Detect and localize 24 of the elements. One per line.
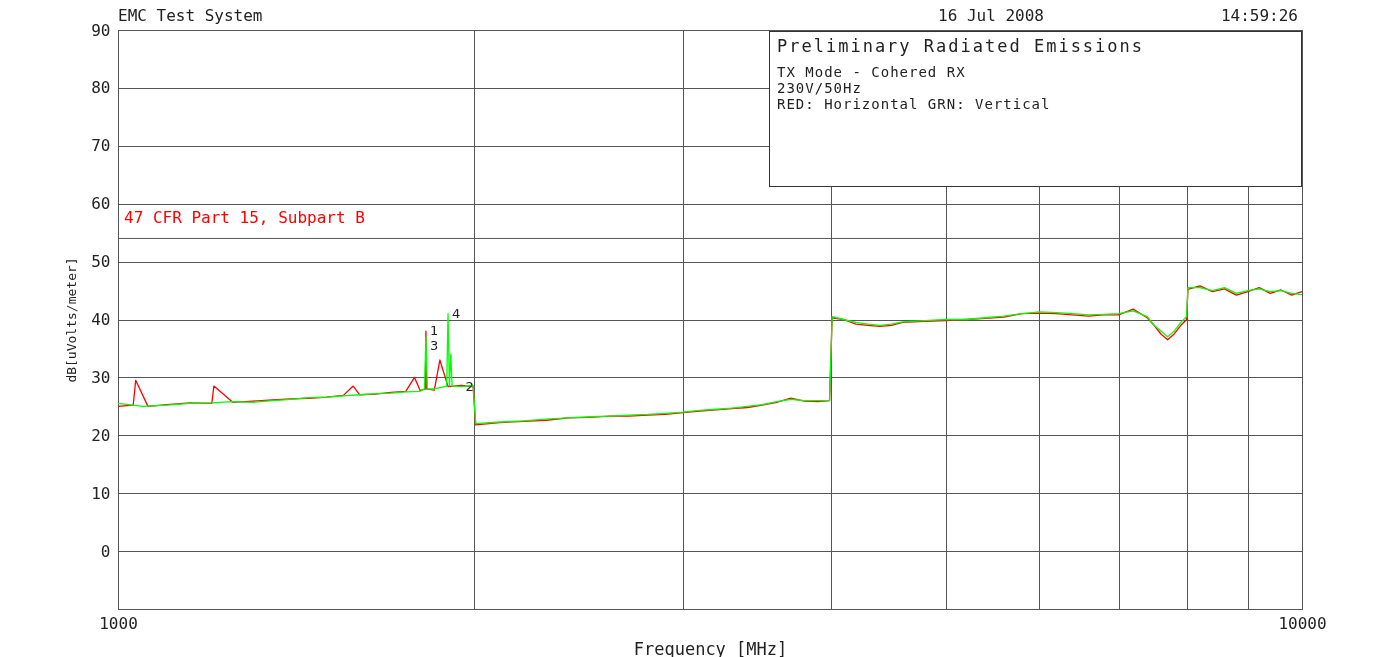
chart-title: Preliminary Radiated Emissions (777, 36, 1146, 56)
y-tick-label: 20 (91, 425, 111, 445)
text: 16 Jul 2008 (938, 6, 1044, 25)
annotation: 1 (429, 323, 439, 339)
y-tick-label: 50 (91, 252, 111, 272)
y-tick-label: 80 (91, 78, 111, 98)
y-tick-label: 30 (91, 367, 111, 387)
text: EMC Test System (118, 6, 263, 25)
annotation: 4 (452, 305, 461, 321)
text: 14:59:26 (1220, 6, 1298, 25)
x-tick-label: 10000 (1278, 613, 1327, 633)
annotation: 3 (429, 337, 439, 353)
y-tick-label: 40 (91, 310, 111, 329)
y-tick-label: 70 (91, 136, 111, 156)
x-tick-label: 1000 (99, 613, 138, 633)
annotation: 230V/50Hz (777, 80, 863, 96)
annotation: RED: Horizontal GRN: Vertical (777, 96, 1052, 112)
annotation: TX Mode - Cohered RX (777, 64, 967, 80)
y-tick-label: 90 (91, 20, 111, 40)
y-axis-title: dB[uVolts/meter] (64, 257, 80, 383)
ref-line-label: 47 CFR Part 15, Subpart B (124, 208, 365, 228)
y-tick-label: 0 (100, 541, 111, 561)
y-tick-label: 10 (91, 483, 111, 503)
y-tick-label: 60 (91, 194, 111, 214)
